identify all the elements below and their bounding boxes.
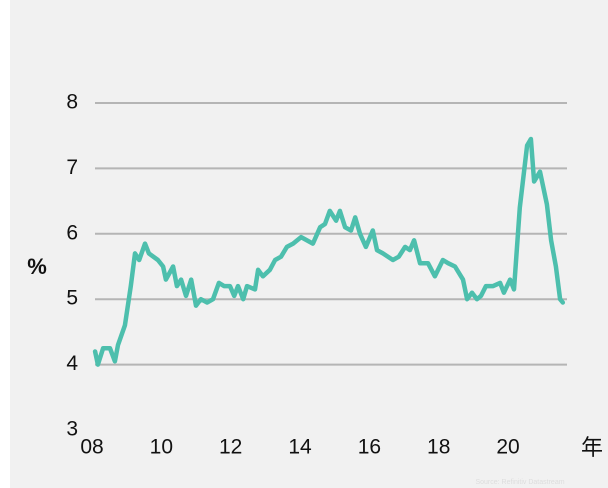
x-tick-label: 20 xyxy=(496,436,519,459)
x-tick-label: 12 xyxy=(219,436,242,459)
y-axis-label: % xyxy=(27,254,47,279)
source-note: Source: Refinitiv Datastream xyxy=(475,479,564,486)
y-tick-label: 5 xyxy=(66,287,78,310)
x-tick-label: 10 xyxy=(150,436,173,459)
x-tick-label: 08 xyxy=(80,436,103,459)
x-tick-label: 18 xyxy=(427,436,450,459)
y-tick-label: 7 xyxy=(66,156,78,179)
x-tick-label: 14 xyxy=(288,436,312,459)
y-tick-label: 8 xyxy=(66,91,78,114)
y-tick-label: 3 xyxy=(66,418,78,441)
x-axis-label: 年 xyxy=(581,435,603,460)
y-tick-label: 6 xyxy=(66,221,78,244)
data-line xyxy=(92,136,566,367)
y-tick-label: 4 xyxy=(66,352,78,375)
x-tick-label: 16 xyxy=(358,436,381,459)
